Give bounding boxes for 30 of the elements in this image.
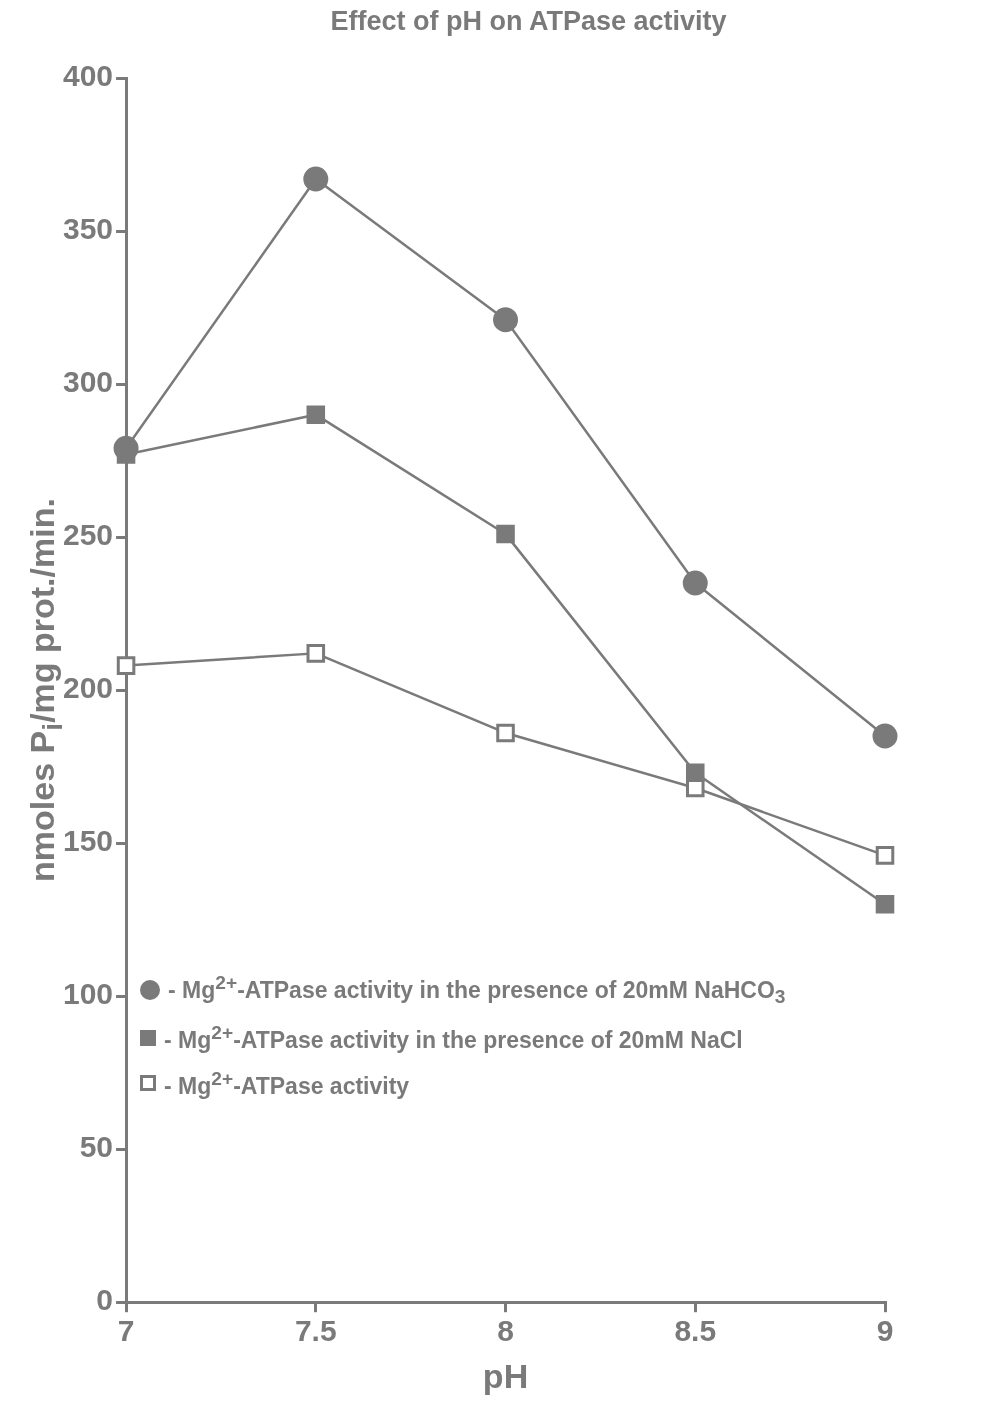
point: [682, 570, 708, 596]
point: [116, 656, 136, 675]
x-tick-label: 7.5: [294, 1314, 337, 1348]
legend-label: - Mg$^{2+}$-ATPase activity in the presence of 20mM NaHCO$_{3}$: [168, 971, 786, 1008]
y-tick-label: 350: [62, 212, 114, 246]
y-tick-label: 300: [62, 365, 114, 399]
point: [306, 644, 326, 663]
chart-title: Effect of pH on ATPase activity: [329, 6, 728, 37]
point: [496, 723, 515, 743]
x-tick-label: 7: [117, 1314, 135, 1348]
x-tick-label: 8: [497, 1314, 514, 1348]
legend-label: - Mg$^{2+}$-ATPase activity in the presence of 20mM NaCl: [164, 1021, 743, 1054]
y-tick-label: 0: [96, 1283, 114, 1317]
point: [872, 723, 898, 749]
y-tick-label: 100: [62, 977, 114, 1011]
point: [875, 895, 895, 914]
point: [306, 405, 326, 424]
x-axis-title: pH: [482, 1356, 529, 1395]
point: [875, 846, 895, 865]
y-tick-label: 200: [62, 671, 114, 705]
legend-label: - Mg$^{2+}$-ATPase activity: [164, 1067, 410, 1100]
point: [685, 763, 705, 783]
y-tick-label: 250: [62, 518, 114, 552]
y-tick-label: 400: [62, 59, 114, 93]
point: [496, 524, 515, 544]
point: [493, 307, 519, 333]
point: [303, 166, 329, 192]
y-tick-label: 50: [79, 1130, 114, 1164]
x-tick-label: 9: [876, 1314, 894, 1348]
x-tick-label: 8.5: [674, 1314, 717, 1348]
